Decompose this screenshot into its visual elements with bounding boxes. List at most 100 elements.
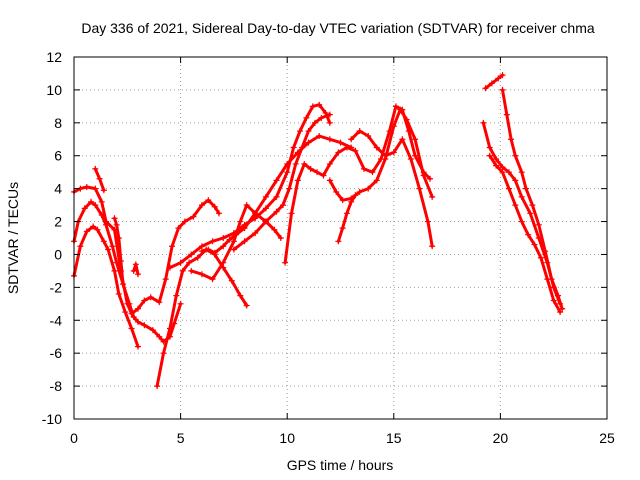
data-point <box>134 271 141 278</box>
data-point <box>134 318 141 325</box>
data-point <box>209 238 216 245</box>
series-track-2 <box>71 198 184 345</box>
data-point <box>352 192 359 199</box>
data-point <box>311 119 318 126</box>
series-line <box>189 203 283 281</box>
series-track-6 <box>130 261 141 278</box>
data-point <box>360 165 367 172</box>
data-point <box>228 277 235 284</box>
data-point <box>559 305 566 312</box>
data-point <box>211 203 218 210</box>
series-track-11 <box>230 111 333 253</box>
data-point <box>149 327 156 334</box>
data-point <box>243 202 250 209</box>
series-line <box>488 154 562 314</box>
data-point <box>271 226 278 233</box>
data-point <box>369 169 376 176</box>
data-point <box>220 235 227 241</box>
data-point <box>512 152 519 159</box>
data-point <box>290 144 297 151</box>
data-point <box>550 297 557 304</box>
data-point <box>122 309 129 316</box>
data-point <box>518 169 525 176</box>
data-point <box>237 218 244 225</box>
data-point <box>333 188 340 195</box>
series-track-12 <box>282 103 434 266</box>
data-point <box>126 300 133 307</box>
data-point <box>175 225 182 232</box>
data-point <box>527 210 534 217</box>
data-point <box>373 144 380 151</box>
data-point <box>205 246 212 253</box>
data-point <box>147 294 154 301</box>
data-point <box>499 86 506 93</box>
series-track-9 <box>188 202 284 283</box>
data-point <box>134 305 141 312</box>
data-point <box>156 299 163 306</box>
data-point <box>518 193 525 200</box>
data-point <box>115 290 122 297</box>
data-point <box>177 259 184 266</box>
data-point <box>177 300 184 307</box>
data-point <box>252 210 259 217</box>
data-point <box>282 259 289 266</box>
x-tick-labels: 0 5 10 15 20 25 <box>70 430 615 446</box>
data-point <box>503 111 510 118</box>
data-point <box>326 177 333 184</box>
data-point <box>348 136 355 143</box>
data-point <box>320 172 327 179</box>
data-point <box>162 276 169 283</box>
y-tick-label: 8 <box>54 115 62 131</box>
data-point <box>81 205 88 212</box>
data-point <box>115 235 122 241</box>
data-point <box>109 243 116 250</box>
data-point <box>117 258 124 265</box>
y-tick-label: -10 <box>42 411 62 427</box>
data-point <box>544 276 551 283</box>
y-tick-label: 10 <box>46 82 62 98</box>
data-point <box>98 211 105 218</box>
data-point <box>482 85 489 92</box>
data-point <box>495 75 502 82</box>
data-point <box>429 243 436 250</box>
x-tick-label: 5 <box>177 430 185 446</box>
data-point <box>241 225 248 232</box>
x-tick-label: 10 <box>279 430 295 446</box>
data-point <box>96 175 103 182</box>
data-point <box>512 202 519 209</box>
data-point <box>156 333 163 340</box>
plot-frame <box>73 56 608 420</box>
data-point <box>230 238 237 245</box>
series-track-19 <box>486 152 564 316</box>
data-point <box>314 169 321 176</box>
data-point <box>392 103 399 110</box>
data-point <box>220 259 227 266</box>
data-point <box>382 152 389 159</box>
data-point <box>273 177 280 184</box>
data-point <box>339 197 346 204</box>
data-point <box>420 172 427 179</box>
data-point <box>412 136 419 143</box>
data-point <box>284 169 291 176</box>
data-point <box>77 243 84 250</box>
data-point <box>531 241 538 248</box>
data-point <box>427 175 434 182</box>
data-point <box>309 103 316 110</box>
data-point <box>326 160 333 167</box>
data-point <box>252 230 259 237</box>
data-point <box>286 185 293 192</box>
series-line <box>168 103 332 270</box>
series-line <box>501 88 564 311</box>
data-point <box>262 218 269 225</box>
data-point <box>294 177 301 184</box>
data-point <box>198 271 205 278</box>
data-point <box>537 254 544 261</box>
data-point <box>102 221 109 228</box>
data-point <box>134 343 141 350</box>
data-point <box>288 210 295 217</box>
y-tick-label: 12 <box>46 49 62 65</box>
data-point <box>505 185 512 192</box>
data-point <box>348 198 355 205</box>
data-point <box>407 156 414 163</box>
data-point <box>397 106 404 113</box>
